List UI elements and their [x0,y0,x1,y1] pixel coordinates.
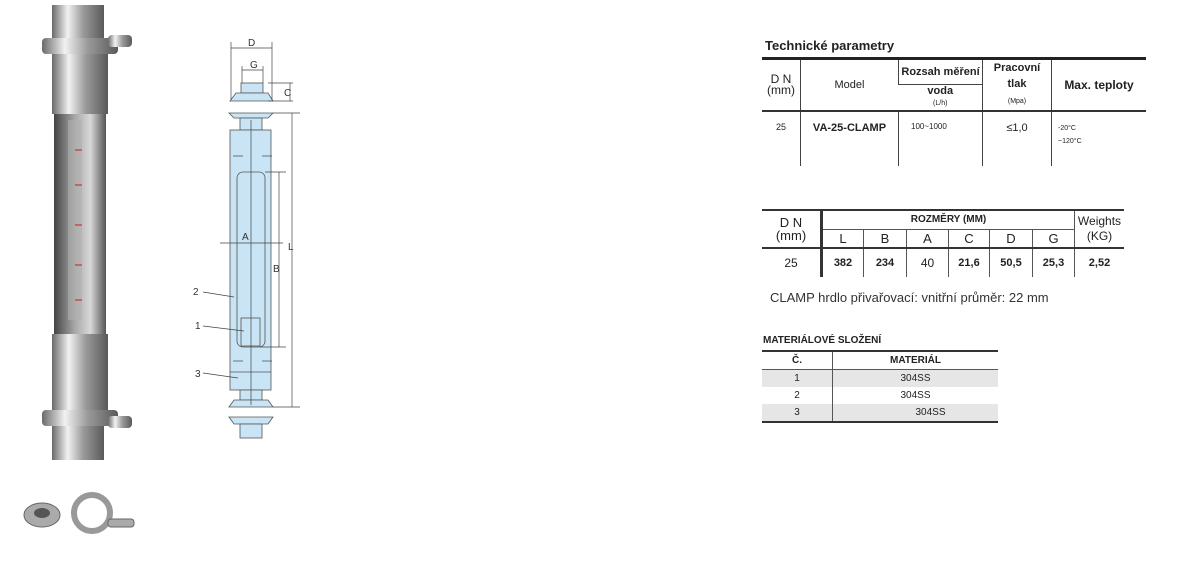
dimensions-table: D N (mm) ROZMĚRY (MM) Weights (KG) L B A… [762,209,1124,277]
part-label-2: 2 [193,287,199,298]
header-l: L [821,229,864,249]
header-material: MATERIÁL [890,355,941,366]
table-row: 1 304SS [762,369,998,387]
header-b: B [863,229,907,249]
header-a: A [906,229,949,249]
cell-pressure: ≤1,0 [982,111,1052,166]
cell-a: 40 [906,248,949,277]
cell-range: 100~1000 [898,111,983,166]
tech-title: Technické parametry [765,38,895,53]
header-g: G [1032,229,1075,249]
materials-title: MATERIÁLOVÉ SLOŽENÍ [763,335,882,346]
cell-material: 304SS [900,390,931,401]
header-dimensions: ROZMĚRY (MM) [821,210,1075,230]
header-no: Č. [762,351,833,370]
header-water: voda (L/h) [898,84,983,112]
header-temp: Max. teploty [1051,58,1146,112]
cell-g: 25,3 [1032,248,1075,277]
header-model: Model [800,58,899,112]
cell-no: 1 [762,369,833,387]
cell-model: VA-25-CLAMP [800,111,899,166]
header-pressure: Pracovní tlak (Mpa) [982,58,1052,112]
cell-material: 304SS [832,369,998,387]
cell-l: 382 [821,248,864,277]
header-c: C [948,229,990,249]
cell-temp: -20°C ~120°C [1051,111,1146,166]
table-row: 2 304SS [762,387,998,404]
materials-table: Č. MATERIÁL 1 304SS 2 304SS 3 304SS [762,350,998,423]
cell-material: 304SS [832,404,998,422]
flowmeter-photo [42,5,132,460]
dim-label-g: G [250,60,258,71]
tech-params-table: D N (mm) Model Rozsah měření Pracovní tl… [762,57,1146,166]
cell-c: 21,6 [948,248,990,277]
technical-drawing: D G C A B L 2 1 3 [193,38,300,439]
table-row: 3 304SS [762,404,998,422]
clamp-fittings-photo [23,492,135,534]
header-dn: D N (mm) [762,210,823,249]
cell-d: 50,5 [989,248,1033,277]
part-label-3: 3 [195,369,201,380]
header-range: Rozsah měření [898,58,983,85]
cell-dn: 25 [775,122,786,132]
dim-label-c: C [284,88,291,99]
dim-label-b: B [273,264,280,275]
part-label-1: 1 [195,321,201,332]
cell-b: 234 [863,248,907,277]
cell-dn: 25 [762,248,823,277]
dim-label-l: L [288,242,294,253]
cell-weight: 2,52 [1074,248,1124,277]
header-dn: D N (mm) [762,58,801,112]
header-d: D [989,229,1033,249]
dim-label-a: A [242,232,249,243]
dim-label-d: D [248,38,255,49]
cell-no: 2 [762,387,833,404]
header-weights: Weights (KG) [1074,210,1124,249]
clamp-note: CLAMP hrdlo přivařovací: vnitřní průměr:… [770,290,1049,305]
cell-no: 3 [762,404,833,422]
